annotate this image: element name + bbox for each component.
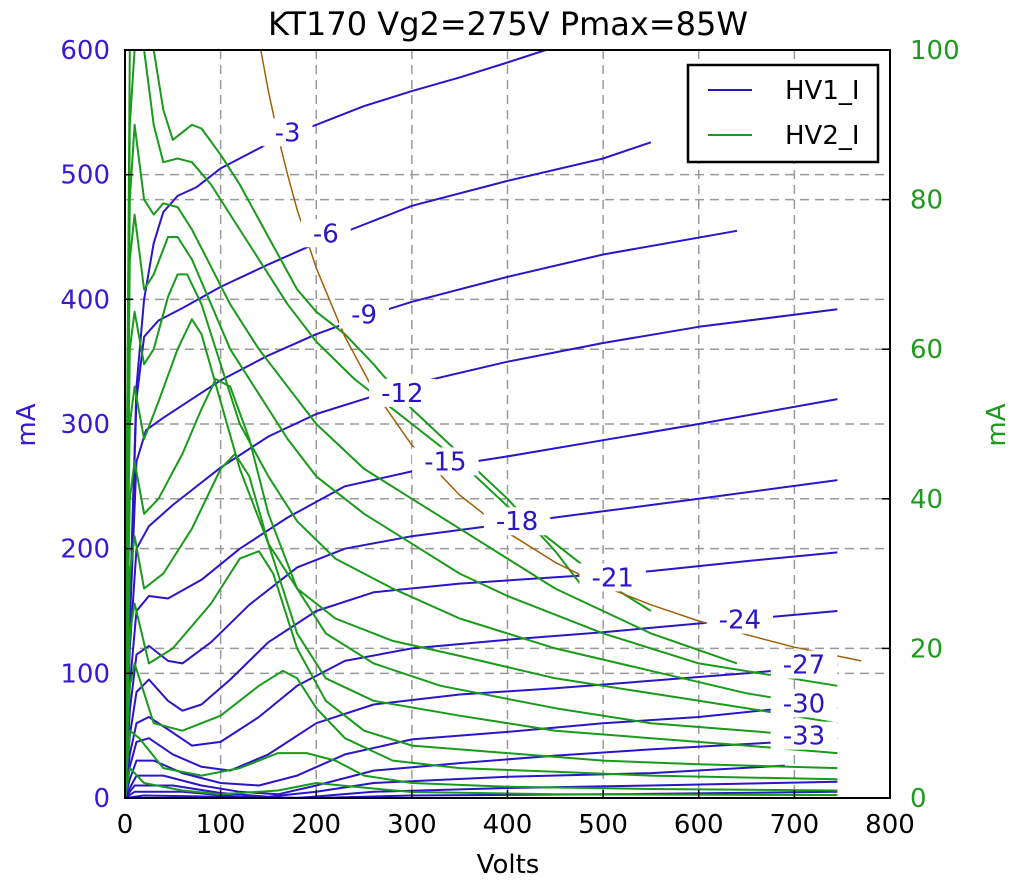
y-left-tick-label: 500 (60, 161, 110, 191)
hv1-curve (124, 229, 738, 799)
x-tick-label: 0 (117, 810, 134, 840)
y-right-tick-label: 100 (910, 36, 960, 66)
grid-voltage-label: -21 (591, 563, 633, 593)
y-right-tick-label: 40 (910, 485, 943, 515)
axis-ticks: 0 100 200 300 400 500 600 700 800010020030040050… (60, 36, 959, 840)
y-axis-label-left: mA (12, 403, 42, 446)
hv2-curve (124, 318, 838, 799)
grid-voltage-label: -6 (313, 219, 339, 249)
hv1-curve (124, 707, 785, 799)
hv2-curve (124, 662, 838, 799)
x-tick-label: 100 (196, 810, 246, 840)
hv1-curve (124, 308, 838, 799)
grid-voltage-label-bg (770, 650, 838, 679)
hv1-curve (124, 479, 838, 799)
legend-box (686, 63, 880, 164)
y-left-tick-label: 100 (60, 659, 110, 689)
grid-voltage-label-bg (770, 689, 838, 718)
grid-voltage-label-bg (483, 507, 551, 536)
x-tick-label: 700 (770, 810, 820, 840)
grid-voltage-label-bg (339, 300, 390, 329)
x-tick-label: 600 (674, 810, 724, 840)
legend: HV1_I HV2_I (686, 63, 880, 164)
y-left-tick-label: 400 (60, 285, 110, 315)
grid-voltage-label-bg (300, 219, 351, 248)
chart-title: KT170 Vg2=275V Pmax=85W (268, 5, 748, 43)
y-left-tick-label: 0 (93, 784, 110, 814)
hv1-curve (124, 141, 652, 799)
grid-voltage-label: -15 (424, 447, 466, 477)
grid-voltage-label-bg (369, 378, 436, 407)
grid-voltage-label: -12 (381, 379, 423, 409)
grid-voltage-label: -27 (783, 651, 825, 681)
grid-voltage-label: -24 (719, 606, 761, 636)
x-axis-label: Volts (477, 850, 540, 880)
grid-voltage-label: -3 (275, 118, 301, 148)
y-right-tick-label: 20 (910, 634, 943, 664)
hv1-curve (124, 610, 838, 799)
hv2-curve (124, 123, 738, 799)
grid-voltage-label-bg (770, 721, 838, 750)
hv1-curve (124, 398, 838, 799)
x-tick-label: 200 (291, 810, 341, 840)
y-right-tick-label: 0 (910, 784, 927, 814)
grid-voltage-label-bg (579, 563, 646, 592)
y-axis-label-right: mA (982, 403, 1012, 446)
hv2-curve (124, 550, 838, 799)
legend-label-hv2: HV2_I (785, 121, 860, 151)
legend-label-hv1: HV1_I (785, 76, 860, 106)
y-right-tick-label: 80 (910, 186, 943, 216)
grid-voltage-label-bg (412, 447, 479, 476)
y-left-tick-label: 600 (60, 36, 110, 66)
hv2-curve (124, 273, 838, 799)
grid-voltage-label: -18 (496, 507, 538, 537)
curve-labels: -3 -6 -9 -12 -15 -18 -21 -24 -27 -30-33 (262, 118, 838, 752)
x-tick-label: 500 (578, 810, 628, 840)
hv2-curve (124, 767, 838, 799)
hv2-curve (124, 452, 838, 799)
x-tick-label: 300 (387, 810, 437, 840)
grid-voltage-label: -33 (783, 722, 825, 752)
y-left-tick-label: 200 (60, 535, 110, 565)
x-tick-label: 400 (483, 810, 533, 840)
x-tick-label: 800 (865, 810, 915, 840)
y-right-tick-label: 60 (910, 335, 943, 365)
grid-voltage-label-bg (706, 605, 774, 634)
hv2-curve (124, 378, 838, 799)
y-left-tick-label: 300 (60, 410, 110, 440)
hv2-curve (124, 729, 838, 799)
grid-voltage-label: -9 (351, 300, 377, 330)
grid-voltage-label-bg (262, 118, 313, 147)
grid-voltage-label: -30 (783, 689, 825, 719)
hv2-curve (124, 213, 838, 799)
